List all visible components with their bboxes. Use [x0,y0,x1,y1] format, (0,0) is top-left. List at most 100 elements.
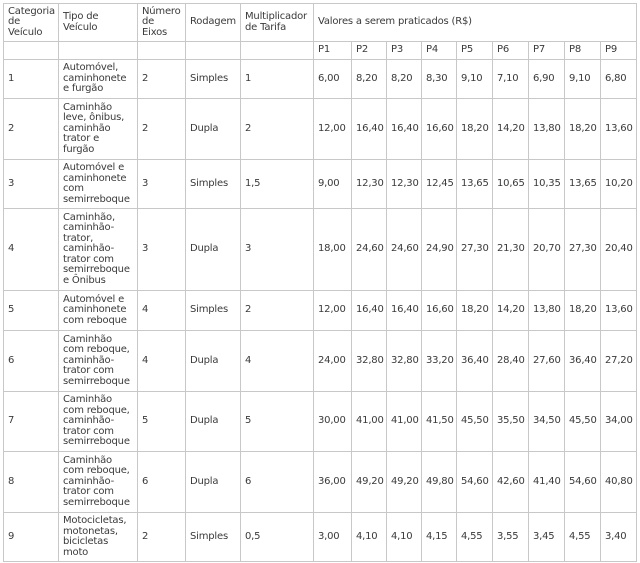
cell-multiplicador: 2 [240,98,314,160]
cell-valor-p4: 33,20 [421,330,457,392]
cell-valor-p1: 36,00 [313,451,352,513]
cell-eixos: 4 [137,290,186,331]
cell-valor-p7: 13,80 [528,98,565,160]
cell-valor-p9: 13,60 [599,98,638,160]
cell-valor-p5: 4,55 [456,512,493,562]
cell-valor-p6: 21,30 [492,208,529,291]
cell-valor-p6: 14,20 [492,290,529,331]
cell-categoria: 9 [3,512,59,562]
cell-rodagem: Simples [185,290,241,331]
cell-eixos: 5 [137,391,186,452]
cell-valor-p3: 24,60 [386,208,422,291]
cell-valor-p2: 12,30 [351,159,387,209]
plaza-header-p8: P8 [564,41,601,60]
cell-multiplicador: 5 [240,391,314,452]
cell-valor-p4: 16,60 [421,290,457,331]
cell-valor-p2: 41,00 [351,391,387,452]
cell-valor-p5: 18,20 [456,290,493,331]
cell-categoria: 8 [3,451,59,513]
cell-valor-p3: 12,30 [386,159,422,209]
cell-valor-p7: 3,45 [528,512,565,562]
table-row: 5 Automóvel e caminhonete com reboque 4 Sim… [3,290,638,331]
cell-valor-p7: 10,35 [528,159,565,209]
empty-cell [3,41,59,60]
cell-tipo: Automóvel e caminhonete com semirreboque [58,159,138,209]
cell-valor-p2: 24,60 [351,208,387,291]
cell-categoria: 7 [3,391,59,452]
cell-rodagem: Dupla [185,208,241,291]
cell-valor-p1: 24,00 [313,330,352,392]
cell-valor-p5: 9,10 [456,59,493,99]
cell-rodagem: Dupla [185,391,241,452]
cell-valor-p5: 54,60 [456,451,493,513]
cell-valor-p4: 24,90 [421,208,457,291]
cell-categoria: 6 [3,330,59,392]
cell-categoria: 4 [3,208,59,291]
table-row: 4 Caminhão, caminhão- trator, caminhão- t… [3,208,638,291]
cell-valor-p7: 6,90 [528,59,565,99]
cell-valor-p8: 27,30 [564,208,601,291]
cell-valor-p7: 20,70 [528,208,565,291]
empty-cell [240,41,314,60]
cell-valor-p2: 16,40 [351,98,387,160]
cell-eixos: 2 [137,512,186,562]
cell-valor-p8: 18,20 [564,98,601,160]
plaza-header-p7: P7 [528,41,565,60]
cell-multiplicador: 1,5 [240,159,314,209]
cell-multiplicador: 3 [240,208,314,291]
cell-valor-p5: 45,50 [456,391,493,452]
cell-valor-p2: 8,20 [351,59,387,99]
table-row: 1 Automóvel, caminhonete e furgão 2 Simples… [3,59,638,99]
plaza-header-p9: P9 [599,41,638,60]
header-categoria: Categoria de Veículo [3,3,59,42]
header-valores: Valores a serem praticados (R$) [312,3,638,42]
cell-valor-p8: 4,55 [564,512,601,562]
cell-valor-p6: 35,50 [492,391,529,452]
cell-valor-p6: 7,10 [492,59,529,99]
cell-valor-p4: 12,45 [421,159,457,209]
cell-valor-p7: 41,40 [528,451,565,513]
cell-multiplicador: 1 [240,59,314,99]
header-tipo: Tipo de Veículo [58,3,138,42]
cell-valor-p1: 12,00 [313,98,352,160]
cell-valor-p6: 10,65 [492,159,529,209]
cell-valor-p1: 3,00 [313,512,352,562]
plaza-header-p5: P5 [456,41,493,60]
cell-valor-p5: 13,65 [456,159,493,209]
header-multiplicador: Multiplicador de Tarifa [240,3,314,42]
cell-valor-p4: 49,80 [421,451,457,513]
table-row: 3 Automóvel e caminhonete com semirreboqu… [3,159,638,209]
cell-rodagem: Dupla [185,451,241,513]
cell-valor-p9: 6,80 [599,59,638,99]
cell-tipo: Motocicletas, motonetas, bicicletas moto [58,512,138,562]
cell-valor-p4: 8,30 [421,59,457,99]
cell-valor-p8: 54,60 [564,451,601,513]
header-rodagem: Rodagem [185,3,241,42]
cell-tipo: Caminhão com reboque, caminhão- trator c… [58,451,138,513]
cell-valor-p1: 18,00 [313,208,352,291]
cell-valor-p1: 9,00 [313,159,352,209]
plaza-header-p2: P2 [351,41,387,60]
cell-valor-p2: 4,10 [351,512,387,562]
cell-valor-p7: 13,80 [528,290,565,331]
plaza-header-p4: P4 [421,41,457,60]
cell-valor-p3: 32,80 [386,330,422,392]
cell-valor-p6: 3,55 [492,512,529,562]
cell-valor-p4: 16,60 [421,98,457,160]
cell-eixos: 2 [137,59,186,99]
cell-valor-p9: 40,80 [599,451,638,513]
cell-valor-p4: 4,15 [421,512,457,562]
plaza-header-p6: P6 [492,41,529,60]
cell-valor-p6: 14,20 [492,98,529,160]
cell-rodagem: Simples [185,59,241,99]
cell-valor-p9: 34,00 [599,391,638,452]
table-row: 8 Caminhão com reboque, caminhão- trator … [3,451,638,513]
cell-valor-p4: 41,50 [421,391,457,452]
cell-valor-p7: 34,50 [528,391,565,452]
cell-tipo: Caminhão com reboque, caminhão- trator c… [58,330,138,392]
cell-rodagem: Simples [185,512,241,562]
cell-valor-p3: 16,40 [386,290,422,331]
cell-multiplicador: 2 [240,290,314,331]
cell-tipo: Caminhão, caminhão- trator, caminhão- tr… [58,208,138,291]
cell-valor-p8: 9,10 [564,59,601,99]
